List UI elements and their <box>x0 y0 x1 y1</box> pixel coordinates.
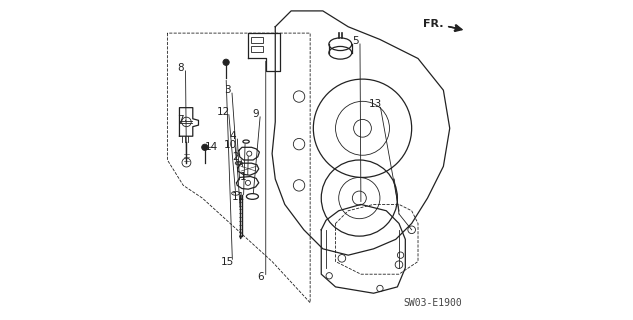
Text: 11: 11 <box>232 192 246 203</box>
Text: 9: 9 <box>253 109 259 119</box>
Text: 2: 2 <box>232 152 239 162</box>
Text: SW03-E1900: SW03-E1900 <box>404 298 463 308</box>
Text: 3: 3 <box>223 85 230 95</box>
Text: FR.: FR. <box>423 19 443 28</box>
Circle shape <box>223 59 229 66</box>
Text: 6: 6 <box>258 272 265 282</box>
Bar <box>251 37 263 43</box>
Circle shape <box>202 144 208 150</box>
Text: 13: 13 <box>368 100 382 109</box>
Text: 15: 15 <box>221 257 234 267</box>
Text: 12: 12 <box>217 107 230 117</box>
Bar <box>251 46 263 52</box>
Text: 4: 4 <box>229 131 235 141</box>
Text: 1: 1 <box>240 172 246 182</box>
Text: 14: 14 <box>204 142 218 152</box>
Text: 7: 7 <box>177 115 184 125</box>
FancyArrowPatch shape <box>449 25 460 31</box>
Text: 8: 8 <box>177 63 184 73</box>
Text: 5: 5 <box>352 36 358 46</box>
Text: 10: 10 <box>223 140 237 150</box>
